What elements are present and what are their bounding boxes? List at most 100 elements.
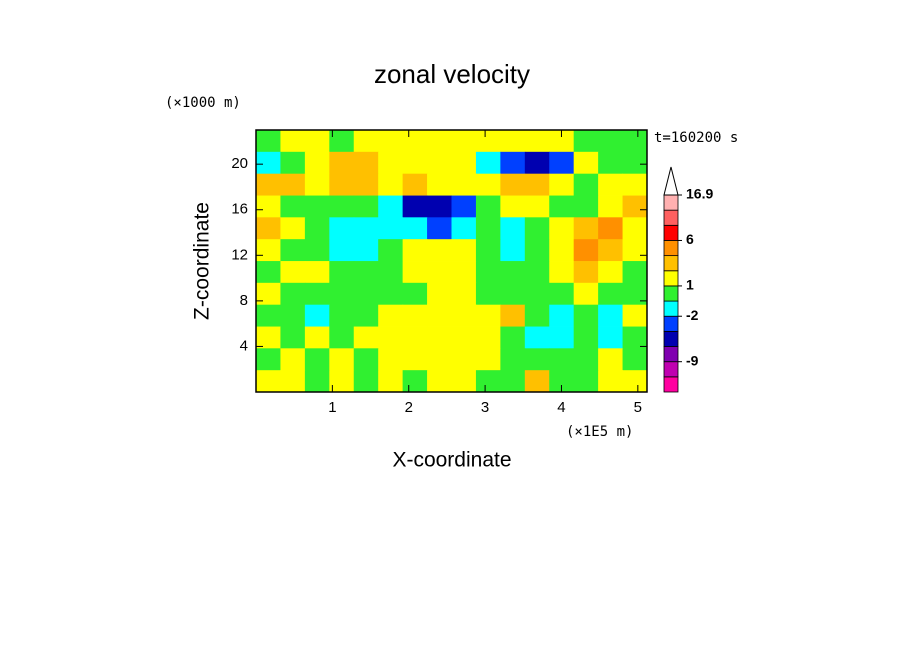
contour-cell: [524, 195, 550, 218]
contour-cell: [329, 370, 355, 393]
contour-cell: [549, 195, 575, 218]
chart-title: zonal velocity: [374, 59, 530, 89]
contour-cell: [451, 217, 477, 240]
colorbar-tick-label: 6: [686, 231, 694, 247]
contour-cell: [598, 173, 624, 196]
contour-cell: [451, 130, 477, 153]
contour-cell: [427, 304, 452, 327]
contour-cell: [427, 217, 452, 240]
contour-cell: [402, 348, 428, 371]
contour-cell: [304, 151, 330, 175]
contour-cell: [304, 348, 330, 371]
contour-cell: [256, 326, 281, 349]
contour-cell: [427, 348, 452, 371]
colorbar-tick-label: -9: [686, 352, 699, 368]
contour-cell: [329, 261, 355, 284]
contour-cell: [524, 370, 550, 393]
contour-cell: [280, 130, 306, 153]
colorbar-tick-label: 1: [686, 277, 694, 293]
contour-cell: [329, 130, 355, 153]
contour-cell: [378, 370, 404, 393]
contour-cell: [304, 173, 330, 196]
contour-cell: [402, 326, 428, 349]
contour-cell: [598, 195, 624, 218]
contour-cell: [549, 261, 575, 284]
x-axis-title: X-coordinate: [392, 449, 511, 472]
contour-cell: [280, 239, 306, 262]
contour-cell: [573, 217, 599, 240]
contour-cell: [280, 370, 306, 393]
contour-cell: [256, 130, 281, 153]
contour-cell: [500, 239, 526, 262]
contour-cell: [500, 195, 526, 218]
contour-cell: [353, 195, 379, 218]
contour-cell: [549, 326, 575, 349]
contour-cell: [622, 130, 648, 153]
colorbar-segment: [663, 346, 679, 363]
colorbar-tick-label: -2: [686, 307, 699, 323]
colorbar-extend: [663, 166, 679, 196]
contour-cell: [500, 130, 526, 153]
contour-cell: [427, 173, 452, 196]
y-tick-label: 8: [240, 292, 248, 309]
contour-cell: [280, 304, 306, 327]
contour-cell: [622, 217, 648, 240]
y-tick-label: 16: [231, 201, 248, 218]
contour-cell: [402, 217, 428, 240]
contour-cell: [378, 261, 404, 284]
contour-cell: [524, 173, 550, 196]
contour-cell: [475, 304, 501, 327]
contour-cell: [427, 151, 452, 175]
contour-cell: [353, 261, 379, 284]
contour-cell: [378, 195, 404, 218]
contour-cell: [573, 304, 599, 327]
contour-cell: [256, 304, 281, 327]
contour-cell: [475, 348, 501, 371]
contour-cell: [622, 348, 648, 371]
contour-cell: [353, 348, 379, 371]
contour-cell: [329, 348, 355, 371]
contour-cell: [549, 348, 575, 371]
contour-cell: [402, 282, 428, 306]
contour-cell: [500, 261, 526, 284]
x-tick-label: 4: [557, 399, 565, 416]
colorbar-segment: [663, 255, 679, 272]
contour-cell: [402, 304, 428, 327]
contour-cell: [353, 239, 379, 262]
field: [256, 130, 648, 393]
contour-cell: [598, 370, 624, 393]
contour-cell: [280, 326, 306, 349]
contour-cell: [549, 370, 575, 393]
contour-cell: [598, 326, 624, 349]
contour-cell: [280, 217, 306, 240]
contour-cell: [475, 326, 501, 349]
contour-cell: [451, 261, 477, 284]
contour-cell: [524, 304, 550, 327]
contour-cell: [256, 261, 281, 284]
contour-cell: [256, 151, 281, 175]
contour-cell: [524, 348, 550, 371]
colorbar-tick-label: 16.9: [686, 186, 713, 202]
y-tick-label: 12: [231, 246, 248, 263]
contour-cell: [500, 326, 526, 349]
contour-cell: [304, 239, 330, 262]
contour-cell: [524, 239, 550, 262]
contour-cell: [549, 282, 575, 306]
contour-cell: [598, 261, 624, 284]
contour-cell: [402, 370, 428, 393]
contour-cell: [573, 130, 599, 153]
contour-cell: [451, 239, 477, 262]
colorbar-segment: [663, 194, 679, 211]
x-tick-label: 2: [405, 399, 413, 416]
contour-cell: [524, 261, 550, 284]
contour-cell: [524, 217, 550, 240]
contour-cell: [304, 370, 330, 393]
contour-cell: [549, 239, 575, 262]
contour-cell: [378, 239, 404, 262]
contour-cell: [598, 151, 624, 175]
contour-cell: [524, 130, 550, 153]
x-unit-label: (×1E5 m): [566, 424, 633, 440]
contour-cell: [329, 239, 355, 262]
contour-cell: [622, 239, 648, 262]
